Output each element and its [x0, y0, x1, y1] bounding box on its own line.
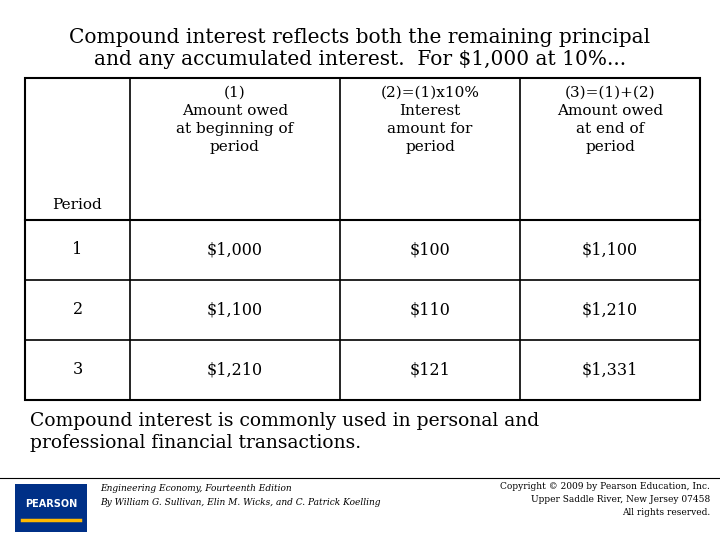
Text: Upper Saddle River, New Jersey 07458: Upper Saddle River, New Jersey 07458: [531, 495, 710, 504]
Text: (3)=(1)+(2): (3)=(1)+(2): [564, 86, 655, 100]
Text: period: period: [585, 140, 635, 154]
Bar: [15, 484, 87, 532]
Text: Compound interest is commonly used in personal and: Compound interest is commonly used in pe…: [30, 412, 539, 430]
Text: Compound interest reflects both the remaining principal: Compound interest reflects both the rema…: [69, 28, 651, 47]
Text: $1,210: $1,210: [582, 301, 638, 319]
Text: $1,000: $1,000: [207, 241, 263, 259]
Text: (2)=(1)x10%: (2)=(1)x10%: [380, 86, 480, 100]
Text: (1): (1): [224, 86, 246, 100]
Text: All rights reserved.: All rights reserved.: [622, 508, 710, 517]
Text: $121: $121: [410, 361, 451, 379]
Text: $1,210: $1,210: [207, 361, 263, 379]
Text: and any accumulated interest.  For $1,000 at 10%...: and any accumulated interest. For $1,000…: [94, 50, 626, 69]
Text: $100: $100: [410, 241, 451, 259]
Bar: [25, 78, 700, 400]
Text: $1,100: $1,100: [207, 301, 263, 319]
Text: 3: 3: [73, 361, 83, 379]
Text: PEARSON: PEARSON: [25, 499, 77, 509]
Text: Period: Period: [53, 198, 102, 212]
Text: period: period: [210, 140, 260, 154]
Text: professional financial transactions.: professional financial transactions.: [30, 434, 361, 452]
Text: $110: $110: [410, 301, 451, 319]
Text: 1: 1: [73, 241, 83, 259]
Text: $1,100: $1,100: [582, 241, 638, 259]
Text: Interest: Interest: [400, 104, 461, 118]
Text: $1,331: $1,331: [582, 361, 638, 379]
Text: Amount owed: Amount owed: [557, 104, 663, 118]
Text: at beginning of: at beginning of: [176, 122, 294, 136]
Text: at end of: at end of: [576, 122, 644, 136]
Text: amount for: amount for: [387, 122, 473, 136]
Text: period: period: [405, 140, 455, 154]
Text: Copyright © 2009 by Pearson Education, Inc.: Copyright © 2009 by Pearson Education, I…: [500, 482, 710, 491]
Text: Amount owed: Amount owed: [182, 104, 288, 118]
Text: 2: 2: [73, 301, 83, 319]
Text: Engineering Economy, Fourteenth Edition: Engineering Economy, Fourteenth Edition: [100, 484, 292, 493]
Text: By William G. Sullivan, Elin M. Wicks, and C. Patrick Koelling: By William G. Sullivan, Elin M. Wicks, a…: [100, 498, 380, 507]
